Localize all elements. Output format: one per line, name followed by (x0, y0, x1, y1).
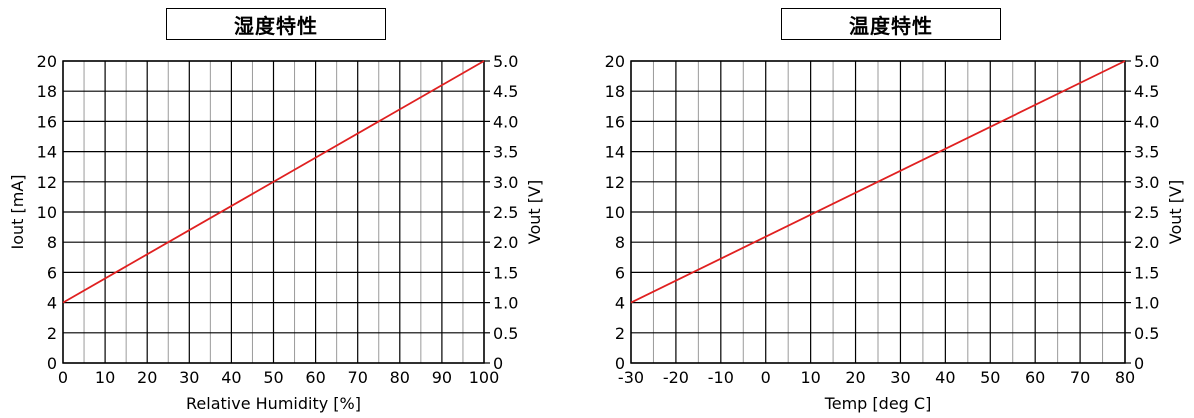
y-tick-label: 18 (605, 82, 625, 101)
x-tick-label: 20 (845, 368, 865, 387)
x-tick-label: -20 (663, 368, 689, 387)
y2-tick-label: 3.0 (1134, 173, 1159, 192)
y-tick-label: 0 (615, 354, 625, 373)
y2-tick-label: 3.5 (493, 143, 518, 162)
y2-tick-label: 0 (1134, 354, 1144, 373)
x-tick-label: 100 (469, 368, 500, 387)
y2-tick-label: 1.0 (1134, 294, 1159, 313)
y-tick-label: 20 (605, 52, 625, 71)
y2-axis-label: Vout [V] (1166, 180, 1185, 244)
temperature-chart-plot: -30 -20 -10 0 10 20 30 40 50 60 70 8002468101214161… (605, 52, 1185, 413)
temperature-chart: 温度特性 -30 -20 -10 0 10 20 30 40 50 60 70 80 0 2 4 6 8 10 12… (597, 0, 1194, 418)
y2-tick-label: 0.5 (1134, 324, 1159, 343)
y2-tick-label: 4.0 (1134, 112, 1159, 131)
y-tick-label: 6 (47, 263, 57, 282)
y-tick-label: 10 (605, 203, 625, 222)
y2-tick-label: 1.0 (493, 294, 518, 313)
y-tick-label: 2 (615, 324, 625, 343)
y-tick-label: 14 (37, 143, 57, 162)
y-tick-label: 4 (47, 294, 57, 313)
y-tick-label: 14 (605, 143, 625, 162)
series-line (630, 60, 1126, 304)
y2-tick-label: 4.0 (493, 112, 518, 131)
y2-tick-label: 3.0 (493, 173, 518, 192)
x-tick-label: 50 (263, 368, 283, 387)
y-tick-label: 4 (615, 294, 625, 313)
x-tick-label: 80 (390, 368, 410, 387)
x-tick-label: 30 (890, 368, 910, 387)
y2-tick-label: 4.5 (493, 82, 518, 101)
x-tick-label: 40 (935, 368, 955, 387)
x-tick-label: 0 (58, 368, 68, 387)
y-tick-label: 12 (605, 173, 625, 192)
y2-tick-label: 1.5 (493, 263, 518, 282)
y2-tick-label: 5.0 (493, 52, 518, 71)
humidity-chart: 湿度特性 0 10 20 30 40 50 60 70 80 90 100 0 2 4 6 8 10 12 14 16… (8, 8, 544, 413)
y-tick-label: 2 (47, 324, 57, 343)
y2-tick-label: 5.0 (1134, 52, 1159, 71)
humidity-chart-plot: 0 10 20 30 40 50 60 70 80 90 100024681012141618200… (8, 52, 544, 413)
y2-tick-label: 1.5 (1134, 263, 1159, 282)
x-tick-label: -30 (618, 368, 644, 387)
y2-tick-label: 4.5 (1134, 82, 1159, 101)
x-tick-label: 60 (1025, 368, 1045, 387)
x-tick-label: 50 (980, 368, 1000, 387)
x-tick-label: 0 (761, 368, 771, 387)
y2-tick-label: 2.5 (493, 203, 518, 222)
y-tick-label: 8 (615, 233, 625, 252)
y-tick-label: 8 (47, 233, 57, 252)
x-tick-label: 70 (348, 368, 368, 387)
x-axis-label: Temp [deg C] (824, 394, 932, 413)
y2-tick-label: 2.0 (493, 233, 518, 252)
y-axis-label: Iout [mA] (8, 174, 27, 249)
y-tick-label: 0 (47, 354, 57, 373)
y2-tick-label: 2.5 (1134, 203, 1159, 222)
chart-title: 温度特性 (781, 8, 1001, 40)
y-tick-label: 10 (37, 203, 57, 222)
y-tick-label: 16 (605, 112, 625, 131)
x-tick-label: 70 (1070, 368, 1090, 387)
series-line (62, 60, 485, 304)
y2-tick-label: 0.5 (493, 324, 518, 343)
x-tick-label: 10 (800, 368, 820, 387)
y2-tick-label: 2.0 (1134, 233, 1159, 252)
x-tick-label: -10 (708, 368, 734, 387)
x-tick-label: 60 (305, 368, 325, 387)
x-tick-label: 30 (179, 368, 199, 387)
y-tick-label: 16 (37, 112, 57, 131)
x-tick-label: 20 (137, 368, 157, 387)
x-tick-label: 10 (95, 368, 115, 387)
x-tick-label: 90 (432, 368, 452, 387)
y-tick-label: 12 (37, 173, 57, 192)
y-tick-label: 20 (37, 52, 57, 71)
x-axis-label: Relative Humidity [%] (186, 394, 361, 413)
y2-axis-label: Vout [V] (525, 180, 544, 244)
x-tick-label: 80 (1115, 368, 1135, 387)
y2-tick-label: 0 (493, 354, 503, 373)
y2-tick-label: 3.5 (1134, 143, 1159, 162)
y-tick-label: 18 (37, 82, 57, 101)
y-tick-label: 6 (615, 263, 625, 282)
x-tick-label: 40 (221, 368, 241, 387)
chart-title: 湿度特性 (166, 8, 386, 40)
